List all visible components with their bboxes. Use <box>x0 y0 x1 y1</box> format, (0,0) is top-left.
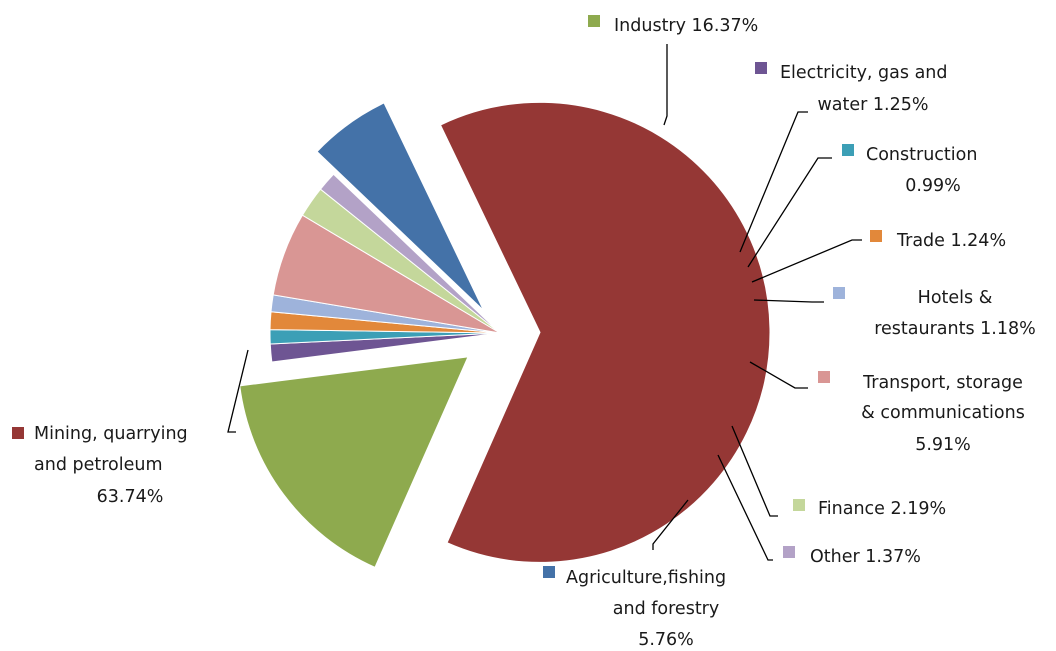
leader-line-electricity <box>739 111 808 253</box>
data-labels: Mining, quarrying and petroleum 63.74% Indu… <box>12 15 1036 650</box>
data-label-mining-line-2: and petroleum <box>34 455 163 475</box>
data-label-hotels-line-2: restaurants 1.18% <box>874 319 1036 339</box>
leader-line-transport <box>749 361 808 389</box>
pie-slice-other <box>319 173 501 334</box>
data-label-transport-line-2: & communications <box>861 403 1025 423</box>
leader-line-trade <box>751 239 862 283</box>
legend-key-construction <box>842 144 854 156</box>
leader-line-finance <box>731 425 778 517</box>
data-label-mining-line-1: Mining, quarrying <box>34 424 188 444</box>
data-label-construction-line-2: 0.99% <box>905 176 961 196</box>
data-label-electricity-line-1: Electricity, gas and <box>780 63 948 83</box>
data-label-transport-line-1: Transport, storage <box>862 373 1023 393</box>
legend-key-hotels <box>833 287 845 299</box>
data-label-finance-line-1: Finance 2.19% <box>818 499 946 519</box>
leader-line-industry <box>663 44 668 126</box>
leader-line-other <box>717 454 773 561</box>
leader-line-agriculture <box>652 499 689 550</box>
legend-key-electricity <box>755 62 767 74</box>
legend-key-transport <box>818 371 830 383</box>
pie-slice-mining <box>439 101 771 563</box>
pie-slices <box>239 101 771 568</box>
data-label-transport-line-3: 5.91% <box>915 435 971 455</box>
data-label-industry-line-1: Industry 16.37% <box>614 16 758 36</box>
data-label-trade-line-1: Trade 1.24% <box>896 231 1006 251</box>
pie-slice-agriculture <box>316 102 484 311</box>
legend-key-other <box>783 546 795 558</box>
legend-key-trade <box>870 230 882 242</box>
data-label-other-line-1: Other 1.37% <box>810 547 921 567</box>
leader-line-mining <box>227 349 249 433</box>
leader-line-construction <box>747 157 832 268</box>
data-label-agriculture-line-3: 5.76% <box>638 630 694 646</box>
data-label-construction-line-1: Construction <box>866 145 977 165</box>
legend-key-mining <box>12 427 24 439</box>
data-label-electricity-line-2: water 1.25% <box>817 95 928 115</box>
data-label-agriculture-line-1: Agriculture,fishing <box>566 568 726 588</box>
leader-line-hotels <box>753 299 824 303</box>
data-label-agriculture-line-2: and forestry <box>613 599 719 619</box>
legend-key-finance <box>793 499 805 511</box>
leader-lines <box>227 44 862 561</box>
data-label-mining-line-3: 63.74% <box>97 487 164 507</box>
data-label-hotels-line-1: Hotels & <box>918 288 993 308</box>
legend-key-industry <box>588 15 600 27</box>
pie-slice-industry <box>239 356 469 568</box>
legend-key-agriculture <box>543 566 555 578</box>
